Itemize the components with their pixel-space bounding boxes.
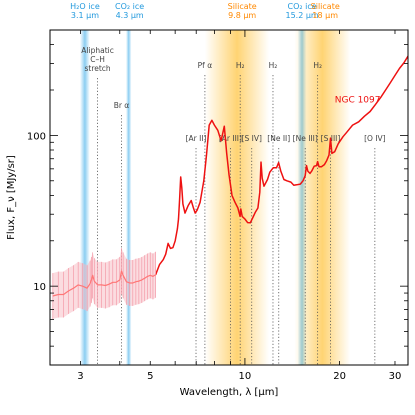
feature-label-3-0: Pf α [198, 61, 213, 70]
series-line-1 [52, 270, 156, 297]
annotations: NGC 1097 [335, 96, 381, 106]
band-silicate-4 [294, 30, 351, 365]
band-label-1-0: CO₂ ice [115, 2, 144, 11]
series-line-0 [154, 55, 408, 276]
x-tick-label-3: 20 [333, 371, 346, 382]
band-label-2-0: Silicate [228, 2, 257, 11]
feature-label-4-0: [Ar III] [219, 134, 242, 143]
x-tick-label-2: 10 [239, 371, 252, 382]
feature-label-10-0: H₂ [313, 61, 322, 70]
absorption-bands [79, 30, 351, 365]
error-band-1 [52, 248, 156, 319]
band-label-0-0: H₂O ice [70, 2, 100, 11]
band-label-3-1: 15.2 μm [285, 11, 318, 20]
feature-label-9-0: [Ne III] [293, 134, 318, 143]
band-label-2-1: 9.8 μm [228, 11, 256, 20]
plot-frame [49, 29, 409, 366]
x-tick-label-0: 3 [77, 371, 83, 382]
x-axis-label: Wavelength, λ [μm] [180, 387, 279, 398]
feature-label-8-0: [Ne II] [267, 134, 290, 143]
axis-ticks: 3 5 10 20 30 10 100 [27, 29, 408, 382]
band-label-4-1: 18 μm [312, 11, 338, 20]
y-tick-label-0: 10 [33, 282, 46, 293]
y-axis-label: Flux, F_ν [MJy/sr] [6, 155, 17, 240]
feature-label-0-0: Aliphatic [81, 46, 114, 55]
x-tick-label-4: 30 [389, 371, 402, 382]
feature-label-7-0: H₂ [269, 61, 278, 70]
feature-label-6-0: [S IV] [242, 134, 262, 143]
x-tick-label-1: 5 [147, 371, 153, 382]
feature-label-0-2: stretch [84, 64, 110, 73]
feature-label-2-0: [Ar II] [186, 134, 207, 143]
band-label-3-0: CO₂ ice [288, 2, 317, 11]
feature-label-5-0: H₂ [236, 61, 245, 70]
band-label-0-1: 3.1 μm [71, 11, 99, 20]
band-ice-1 [125, 30, 132, 365]
band-label-4-0: Silicate [311, 2, 340, 11]
feature-label-0-1: C–H [90, 55, 105, 64]
feature-label-12-0: [O IV] [364, 134, 386, 143]
y-tick-label-1: 100 [27, 131, 46, 142]
series-layer [52, 55, 408, 320]
band-label-1-1: 4.3 μm [116, 11, 144, 20]
feature-label-1-0: Br α [114, 101, 130, 110]
band-ice-0 [79, 30, 90, 365]
annotation-0: NGC 1097 [335, 96, 381, 106]
